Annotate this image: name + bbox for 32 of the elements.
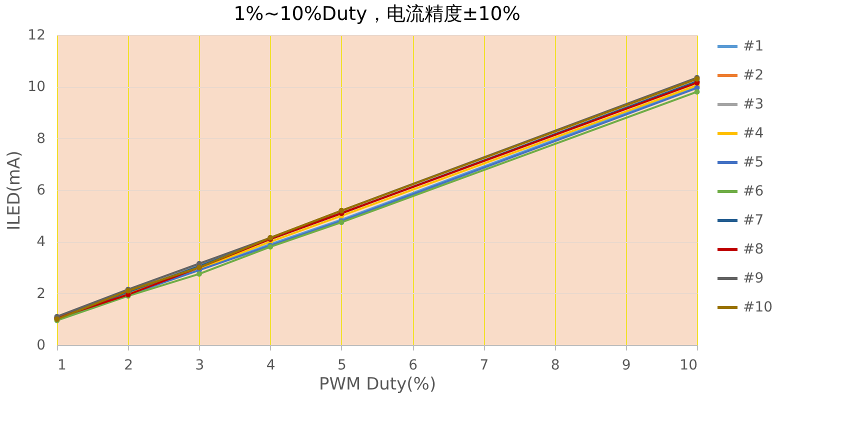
x-tick-label: 2: [124, 358, 134, 374]
legend-label: #5: [743, 154, 764, 170]
x-tick-label: 5: [337, 358, 346, 374]
x-tick-label: 6: [408, 358, 418, 374]
x-tick-label: 8: [550, 358, 560, 374]
x-tick-label: 1: [58, 358, 66, 374]
legend-label: #10: [743, 300, 773, 316]
x-axis-title: PWM Duty(%): [318, 374, 436, 394]
y-axis-title: ILED(mA): [4, 150, 25, 230]
legend-label: #6: [743, 184, 764, 200]
y-tick-label: 0: [36, 338, 46, 354]
legend-label: #2: [743, 68, 764, 84]
legend-label: #7: [743, 212, 764, 228]
legend-label: #4: [743, 126, 764, 142]
point: [196, 271, 202, 277]
legend-label: #1: [743, 38, 764, 54]
x-tick-label: 4: [266, 358, 276, 374]
x-tick-label: 3: [195, 358, 204, 374]
legend-label: #9: [743, 270, 764, 286]
y-tick-label: 8: [36, 130, 46, 147]
chart-title: 1%~10%Duty，电流精度±10%: [234, 3, 520, 25]
x-tick-label: 7: [480, 358, 489, 374]
y-tick-label: 4: [36, 234, 46, 250]
y-tick-label: 6: [36, 182, 46, 198]
y-tick-label: 2: [36, 286, 46, 302]
legend-label: #8: [743, 242, 764, 258]
x-tick-label: 10: [680, 358, 698, 374]
y-tick-label: 10: [28, 79, 46, 96]
y-tick-label: 12: [28, 28, 46, 44]
point: [694, 89, 700, 95]
legend-label: #3: [743, 96, 764, 112]
x-tick-label: 9: [622, 358, 631, 374]
